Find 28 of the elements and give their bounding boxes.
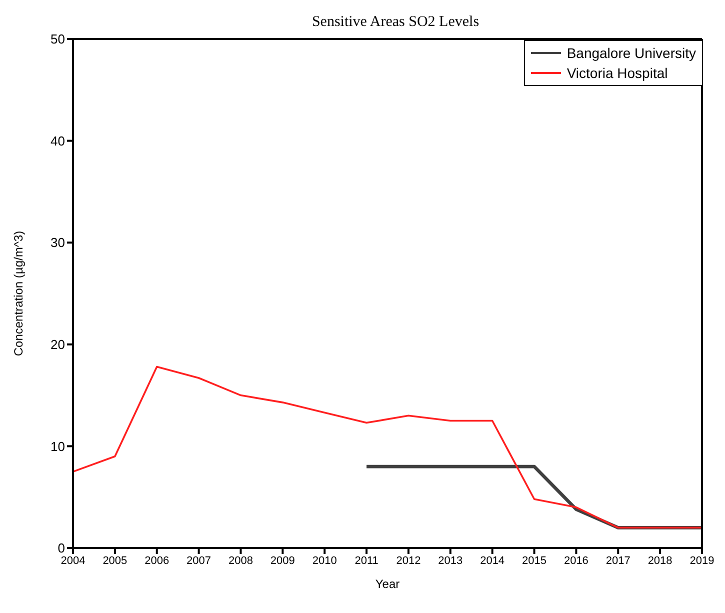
x-tick-label: 2013	[438, 554, 463, 567]
y-tick-label: 30	[50, 235, 65, 250]
y-tick-label: 40	[50, 133, 65, 148]
chart-title: Sensitive Areas SO2 Levels	[310, 14, 480, 31]
legend-label: Victoria Hospital	[566, 64, 668, 83]
y-axis-title: Concentration (µg/m^3)	[11, 230, 26, 356]
x-tick-label: 2019	[690, 554, 714, 567]
x-axis-title: Year	[375, 577, 400, 591]
x-tick-label: 2010	[312, 554, 337, 567]
y-tick-label: 50	[50, 32, 65, 47]
x-tick-label: 2014	[480, 554, 505, 567]
line-series	[73, 366, 702, 529]
y-tick-label: 10	[50, 438, 65, 454]
x-tick-label: 2011	[354, 554, 378, 567]
legend-label: Bangalore University	[566, 44, 696, 63]
x-tick-label: 2017	[606, 554, 630, 567]
x-tick-label: 2015	[522, 554, 547, 567]
y-tick-label: 20	[50, 337, 65, 352]
x-tick-label: 2008	[228, 554, 253, 567]
x-tick-label: 2016	[564, 554, 588, 567]
x-tick-label: 2018	[648, 554, 672, 567]
x-tick-label: 2007	[186, 554, 212, 567]
x-tick-label: 2004	[60, 554, 86, 567]
x-tick-label: 2005	[102, 554, 128, 567]
x-tick-label: 2006	[144, 554, 170, 567]
x-tick-label: 2012	[396, 554, 421, 567]
y-tick-label: 0	[58, 540, 65, 556]
x-tick-label: 2009	[270, 554, 295, 567]
